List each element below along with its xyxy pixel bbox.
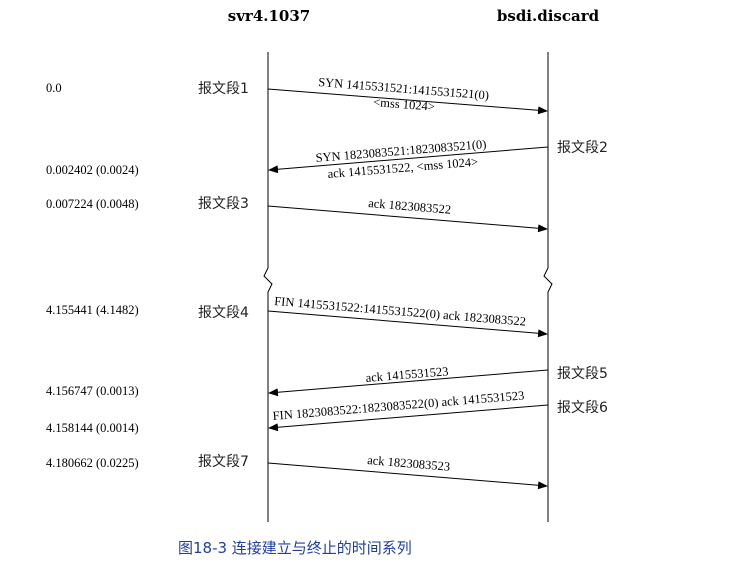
time-label: 0.002402 (0.0024) [46, 163, 139, 177]
left-timeline-break [263, 267, 273, 293]
segment-1-arrow [267, 88, 548, 115]
segment-label: 报文段6 [557, 400, 608, 416]
right-host-label: bsdi.discard [497, 7, 600, 25]
time-label: 4.156747 (0.0013) [46, 384, 139, 398]
segment-5-arrow [268, 369, 549, 397]
segment-3-message: ack 1823083522 [368, 196, 452, 217]
segment-5-message: ack 1415531523 [365, 364, 449, 385]
segment-7-message: ack 1823083523 [367, 453, 451, 474]
segment-label: 报文段7 [198, 454, 249, 470]
time-label: 4.155441 (4.1482) [46, 303, 139, 317]
segment-label: 报文段4 [198, 305, 249, 321]
right-timeline-break [543, 267, 553, 293]
segment-label: 报文段1 [198, 81, 249, 97]
time-label: 4.180662 (0.0225) [46, 456, 139, 470]
segment-4-message: FIN 1415531522:1415531522(0) ack 1823083… [274, 294, 527, 329]
segment-label: 报文段5 [557, 366, 608, 382]
segment-3-arrow [267, 205, 548, 233]
segment-2-arrow [268, 146, 549, 174]
time-label: 0.0 [46, 81, 62, 95]
figure-caption: 图18-3 连接建立与终止的时间系列 [178, 539, 412, 557]
segment-label: 报文段2 [557, 140, 608, 156]
segment-1-options: <mss 1024> [373, 95, 436, 114]
time-label: 0.007224 (0.0048) [46, 197, 139, 211]
segment-4-arrow [267, 310, 548, 338]
segment-7-arrow [267, 462, 548, 490]
left-host-label: svr4.1037 [228, 7, 310, 25]
segment-label: 报文段3 [198, 196, 249, 212]
time-label: 4.158144 (0.0014) [46, 421, 139, 435]
segment-6-arrow [268, 404, 549, 432]
